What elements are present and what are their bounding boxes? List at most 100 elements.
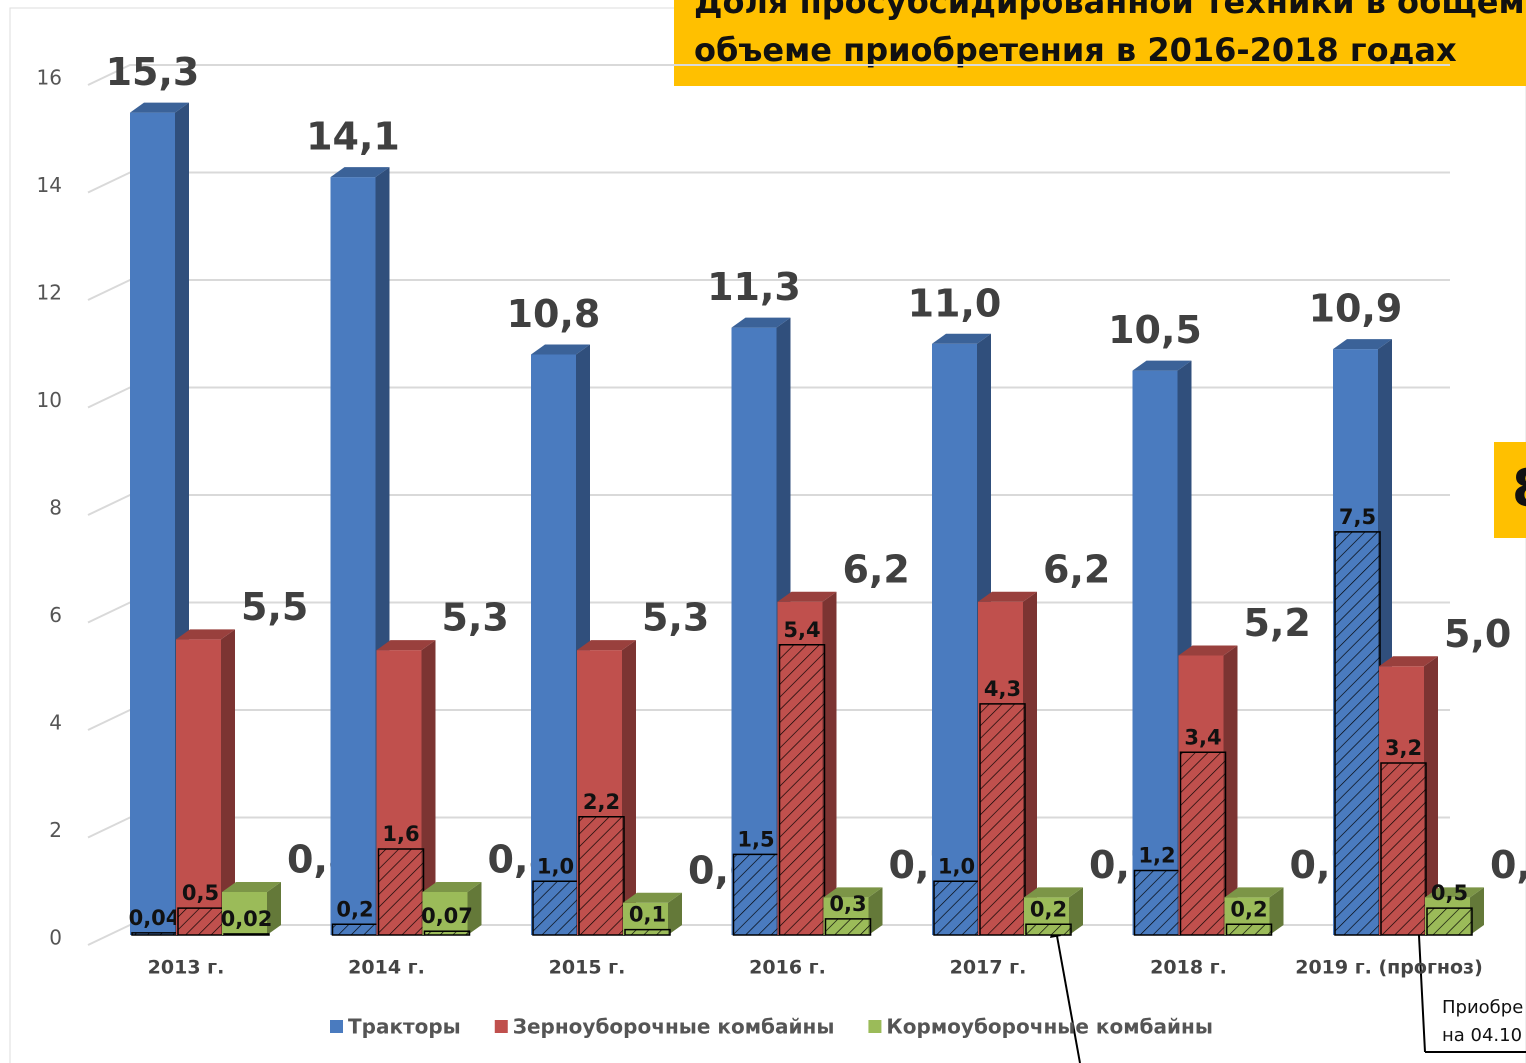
subsidized-bar	[1380, 762, 1427, 936]
subsidized-bar	[423, 930, 471, 936]
bar	[731, 327, 777, 935]
bar	[330, 177, 376, 935]
y-tick-label: 14	[37, 173, 62, 197]
value-label: 5,3	[642, 596, 709, 640]
bar-top	[731, 317, 791, 328]
subsidized-bar	[732, 853, 780, 936]
annotation: Приобре	[1442, 997, 1523, 1018]
y-tick-label: 4	[49, 711, 62, 735]
bar-top	[623, 892, 682, 903]
subsidized-label: 0,5	[1431, 881, 1468, 905]
subsidized-label: 1,6	[382, 822, 419, 846]
value-label: 5,3	[442, 596, 509, 640]
bar-top	[376, 640, 436, 651]
bar-top	[1224, 887, 1284, 898]
subsidized-bar	[532, 880, 579, 936]
bar-top	[1333, 339, 1392, 350]
bar-top	[422, 882, 482, 892]
value-label: 10,9	[1309, 287, 1403, 331]
subsidized-bar	[1025, 923, 1072, 936]
bar-side	[221, 629, 235, 935]
subsidized-bar	[578, 816, 625, 936]
y-tick-label: 12	[37, 281, 62, 305]
bar-side	[1023, 591, 1037, 935]
y-tick-label: 10	[37, 388, 62, 412]
x-tick-label: 2014 г.	[348, 957, 425, 979]
x-tick-label: 2016 г.	[749, 957, 826, 979]
subsidized-bar	[1133, 869, 1181, 936]
subsidized-label: 4,3	[984, 677, 1021, 701]
bar-top	[1425, 887, 1484, 898]
bar-top	[222, 882, 281, 892]
subsidized-label: 0,1	[629, 903, 666, 927]
bar-top	[823, 887, 883, 898]
subsidized-label: 0,3	[829, 892, 866, 916]
value-label: 10,5	[1108, 308, 1202, 352]
subsidized-bar	[177, 907, 224, 936]
y-tick-label: 6	[49, 603, 62, 627]
legend-label: Зерноуборочные комбайны	[513, 1015, 835, 1039]
subsidized-label: 0,02	[221, 907, 273, 931]
bar-top	[176, 629, 235, 640]
value-label: 14,1	[306, 115, 400, 159]
chart-title: объеме приобретения в 2016-2018 годах	[694, 31, 1457, 69]
value-label: 5,5	[241, 585, 308, 629]
bar	[222, 892, 267, 935]
bar-side	[822, 591, 837, 935]
subsidized-bar	[1426, 907, 1473, 936]
bar	[932, 343, 977, 935]
x-tick-label: 2015 г.	[549, 957, 626, 979]
bar-side	[1069, 887, 1083, 935]
annotation-arrow	[1054, 924, 1081, 1063]
bar-side	[267, 882, 281, 935]
subsidized-bar	[331, 923, 379, 936]
value-label: 0,7	[1490, 843, 1526, 887]
bar-side	[1269, 887, 1284, 935]
annotation: на 04.10	[1442, 1025, 1522, 1046]
value-label: 11,0	[908, 281, 1002, 325]
subsidized-label: 0,2	[1030, 897, 1067, 921]
subsidized-label: 3,4	[1184, 725, 1221, 749]
legend-swatch	[494, 1020, 508, 1033]
subsidized-label: 5,4	[783, 618, 820, 642]
bar-top	[1178, 645, 1238, 656]
bar-top	[1024, 887, 1083, 898]
bar	[176, 639, 221, 935]
subsidized-bar	[933, 880, 980, 936]
bar-top	[330, 167, 390, 178]
bar	[422, 892, 468, 935]
subsidized-bar	[377, 848, 425, 936]
subsidized-bar	[778, 644, 826, 936]
bar-side	[467, 882, 482, 935]
subsidized-bar	[131, 932, 178, 936]
bar-top	[1379, 656, 1438, 667]
bar-top	[130, 102, 189, 113]
subsidized-bar	[979, 703, 1026, 936]
legend-swatch	[868, 1020, 882, 1033]
bar-top	[1132, 360, 1192, 371]
y-tick-label: 2	[49, 818, 62, 842]
subsidized-label: 1,0	[537, 854, 574, 878]
badge: 8	[1512, 459, 1526, 519]
subsidized-bar	[824, 918, 872, 936]
y-tick-label: 0	[49, 926, 62, 950]
value-label: 10,8	[507, 292, 601, 336]
bar-side	[1470, 887, 1484, 935]
value-label: 15,3	[106, 50, 200, 94]
value-label: 6,2	[843, 547, 910, 591]
subsidized-label: 3,2	[1385, 736, 1422, 760]
bar-top	[777, 591, 837, 602]
bar-top	[932, 333, 991, 344]
bar	[1132, 370, 1178, 935]
subsidized-label: 2,2	[583, 790, 620, 814]
subsidized-bar	[1225, 923, 1273, 936]
legend-swatch	[330, 1020, 343, 1033]
subsidized-label: 0,07	[421, 904, 473, 928]
legend-label: Кормоуборочные комбайны	[886, 1015, 1213, 1039]
subsidized-bar	[1179, 751, 1227, 936]
subsidized-label: 1,2	[1138, 844, 1175, 868]
value-label: 11,3	[707, 265, 801, 309]
bar-side	[868, 887, 883, 935]
bar-side	[668, 892, 682, 935]
